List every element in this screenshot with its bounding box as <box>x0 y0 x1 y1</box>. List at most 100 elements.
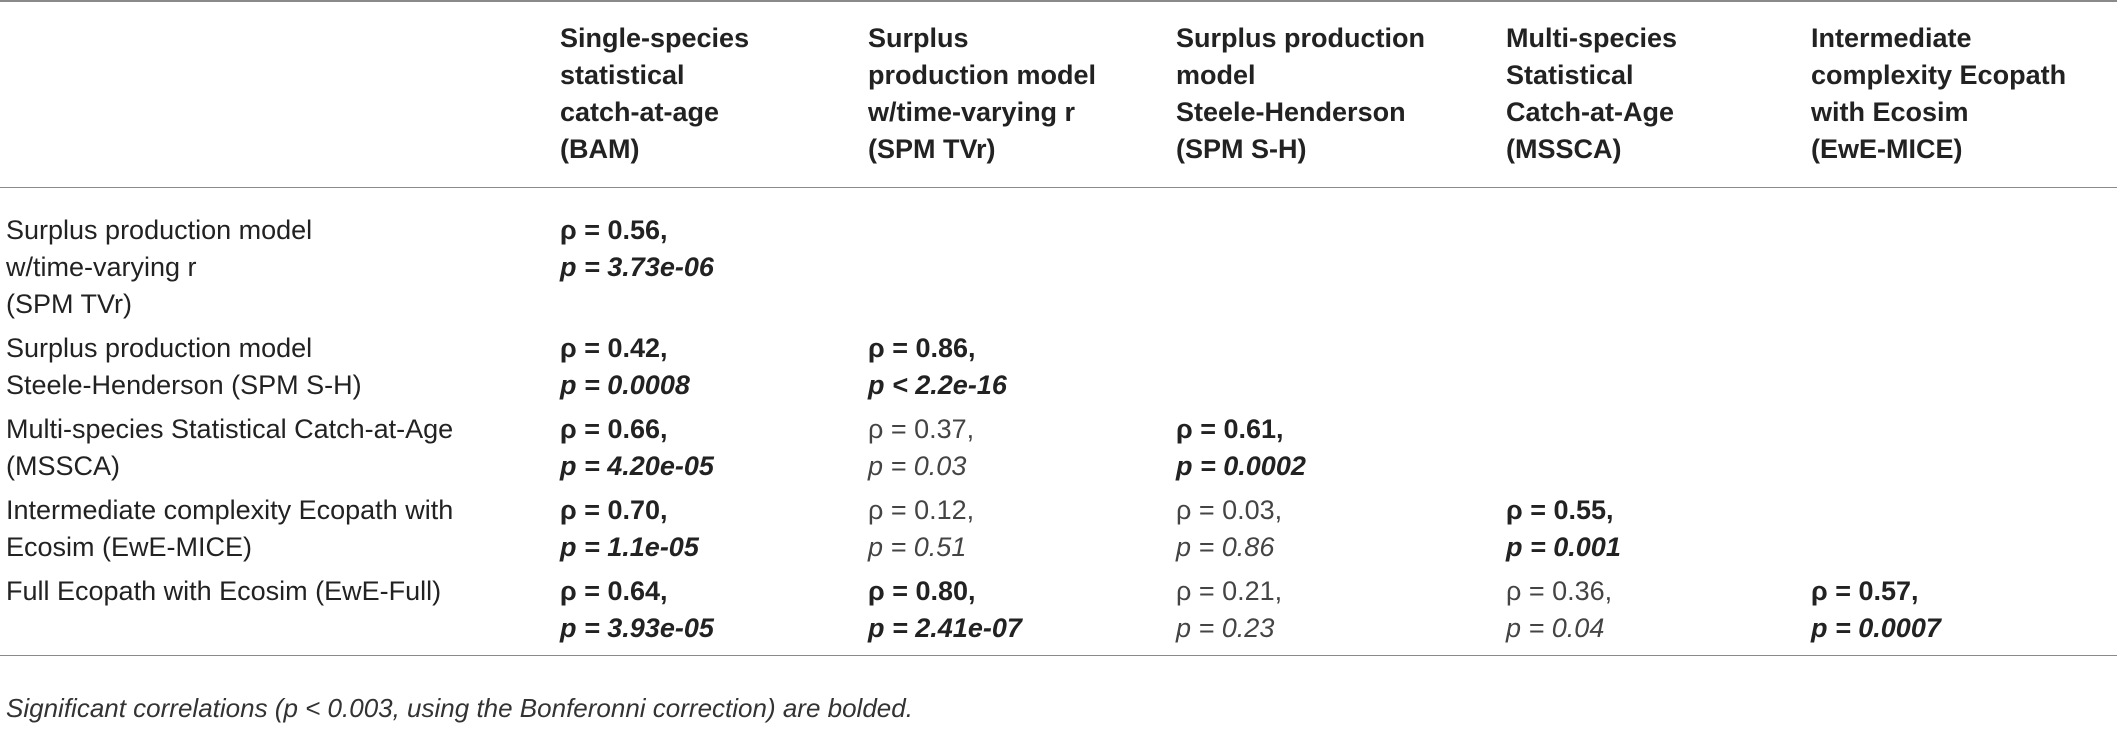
p-value: p = 0.0007 <box>1811 613 1941 643</box>
p-value: p = 2.41e-07 <box>868 613 1022 643</box>
column-header-line: Statistical <box>1506 60 1634 90</box>
row-label-cell: Surplus production model Steele-Henderson… <box>0 326 560 407</box>
row-label-line: Steele-Henderson (SPM S-H) <box>6 370 362 400</box>
row-label-line: Ecosim (EwE-MICE) <box>6 532 253 562</box>
rho-value: ρ = 0.56, <box>560 215 668 245</box>
row-label-line: Surplus production model <box>6 215 313 245</box>
correlation-cell: ρ = 0.70, p = 1.1e-05 <box>560 488 868 569</box>
row-label-line: Intermediate complexity Ecopath with <box>6 495 454 525</box>
header-row: Single-species statistical catch-at-age (BA… <box>0 1 2117 188</box>
column-header-line: catch-at-age <box>560 97 720 127</box>
rho-value: ρ = 0.03, <box>1176 495 1283 525</box>
column-header-line: complexity Ecopath <box>1811 60 2067 90</box>
column-header-line: (BAM) <box>560 134 640 164</box>
column-header-line: production model <box>868 60 1096 90</box>
p-value: p = 0.04 <box>1506 613 1605 643</box>
correlation-cell <box>1811 407 2117 488</box>
p-value: p = 0.86 <box>1176 532 1275 562</box>
table-row: Full Ecopath with Ecosim (EwE-Full) ρ = 0… <box>0 569 2117 656</box>
row-label-line: (SPM TVr) <box>6 289 132 319</box>
column-header-ewe-mice: Intermediate complexity Ecopath with Ecosi… <box>1811 1 2117 188</box>
correlation-table-container: Single-species statistical catch-at-age (BA… <box>0 1 2117 656</box>
rho-value: ρ = 0.36, <box>1506 576 1613 606</box>
p-value: p = 4.20e-05 <box>560 451 714 481</box>
header-corner-cell <box>0 1 560 188</box>
correlation-cell: ρ = 0.86, p < 2.2e-16 <box>868 326 1176 407</box>
row-label-line: Multi-species Statistical Catch-at-Age <box>6 414 454 444</box>
correlation-table: Single-species statistical catch-at-age (BA… <box>0 1 2117 656</box>
table-row: Multi-species Statistical Catch-at-Age (M… <box>0 407 2117 488</box>
column-header-spm-sh: Surplus production model Steele-Henderson (… <box>1176 1 1506 188</box>
table-body: Surplus production model w/time-varying r… <box>0 188 2117 656</box>
correlation-cell <box>1811 488 2117 569</box>
correlation-cell <box>1176 326 1506 407</box>
column-header-spm-tvr: Surplus production model w/time-varying r (… <box>868 1 1176 188</box>
table-footnote: Significant correlations (p < 0.003, usi… <box>6 693 913 723</box>
rho-value: ρ = 0.64, <box>560 576 668 606</box>
column-header-line: w/time-varying r <box>868 97 1076 127</box>
rho-value: ρ = 0.70, <box>560 495 668 525</box>
p-value: p < 2.2e-16 <box>868 370 1007 400</box>
column-header-line: Steele-Henderson <box>1176 97 1406 127</box>
row-label-line: Full Ecopath with Ecosim (EwE-Full) <box>6 576 442 606</box>
p-value: p = 0.0002 <box>1176 451 1306 481</box>
correlation-cell <box>1506 407 1811 488</box>
column-header-line: Single-species <box>560 23 750 53</box>
rho-value: ρ = 0.21, <box>1176 576 1283 606</box>
column-header-mssca: Multi-species Statistical Catch-at-Age (MSS… <box>1506 1 1811 188</box>
correlation-cell <box>1811 326 2117 407</box>
row-label-line: w/time-varying r <box>6 252 197 282</box>
correlation-cell <box>1811 188 2117 327</box>
correlation-cell: ρ = 0.56, p = 3.73e-06 <box>560 188 868 327</box>
column-header-line: Surplus <box>868 23 969 53</box>
p-value: p = 3.93e-05 <box>560 613 714 643</box>
column-header-line: Intermediate <box>1811 23 1972 53</box>
rho-value: ρ = 0.55, <box>1506 495 1614 525</box>
correlation-cell <box>868 188 1176 327</box>
row-label-cell: Intermediate complexity Ecopath with Ecos… <box>0 488 560 569</box>
column-header-line: with Ecosim <box>1811 97 1969 127</box>
rho-value: ρ = 0.61, <box>1176 414 1284 444</box>
rho-value: ρ = 0.57, <box>1811 576 1919 606</box>
column-header-line: Multi-species <box>1506 23 1678 53</box>
correlation-cell: ρ = 0.55, p = 0.001 <box>1506 488 1811 569</box>
correlation-cell <box>1176 188 1506 327</box>
correlation-cell <box>1506 188 1811 327</box>
p-value: p = 0.001 <box>1506 532 1621 562</box>
correlation-cell: ρ = 0.57, p = 0.0007 <box>1811 569 2117 656</box>
column-header-line: (SPM S-H) <box>1176 134 1307 164</box>
correlation-cell: ρ = 0.12, p = 0.51 <box>868 488 1176 569</box>
column-header-line: (SPM TVr) <box>868 134 996 164</box>
correlation-cell: ρ = 0.03, p = 0.86 <box>1176 488 1506 569</box>
row-label-cell: Multi-species Statistical Catch-at-Age (M… <box>0 407 560 488</box>
correlation-cell: ρ = 0.64, p = 3.93e-05 <box>560 569 868 656</box>
column-header-bam: Single-species statistical catch-at-age (BA… <box>560 1 868 188</box>
row-label-line: Surplus production model <box>6 333 313 363</box>
table-row: Surplus production model Steele-Henderson… <box>0 326 2117 407</box>
rho-value: ρ = 0.86, <box>868 333 976 363</box>
correlation-cell: ρ = 0.66, p = 4.20e-05 <box>560 407 868 488</box>
correlation-cell: ρ = 0.80, p = 2.41e-07 <box>868 569 1176 656</box>
p-value: p = 1.1e-05 <box>560 532 699 562</box>
column-header-line: statistical <box>560 60 685 90</box>
p-value: p = 0.03 <box>868 451 967 481</box>
column-header-line: (EwE-MICE) <box>1811 134 1963 164</box>
p-value: p = 3.73e-06 <box>560 252 714 282</box>
rho-value: ρ = 0.66, <box>560 414 668 444</box>
table-header: Single-species statistical catch-at-age (BA… <box>0 1 2117 188</box>
rho-value: ρ = 0.12, <box>868 495 975 525</box>
correlation-cell: ρ = 0.37, p = 0.03 <box>868 407 1176 488</box>
rho-value: ρ = 0.80, <box>868 576 976 606</box>
correlation-cell <box>1506 326 1811 407</box>
column-header-line: Catch-at-Age <box>1506 97 1675 127</box>
column-header-line: (MSSCA) <box>1506 134 1622 164</box>
row-label-cell: Full Ecopath with Ecosim (EwE-Full) <box>0 569 560 656</box>
rho-value: ρ = 0.37, <box>868 414 975 444</box>
p-value: p = 0.0008 <box>560 370 690 400</box>
p-value: p = 0.51 <box>868 532 967 562</box>
table-row: Surplus production model w/time-varying r… <box>0 188 2117 327</box>
correlation-cell: ρ = 0.36, p = 0.04 <box>1506 569 1811 656</box>
correlation-cell: ρ = 0.21, p = 0.23 <box>1176 569 1506 656</box>
rho-value: ρ = 0.42, <box>560 333 668 363</box>
column-header-line: model <box>1176 60 1256 90</box>
